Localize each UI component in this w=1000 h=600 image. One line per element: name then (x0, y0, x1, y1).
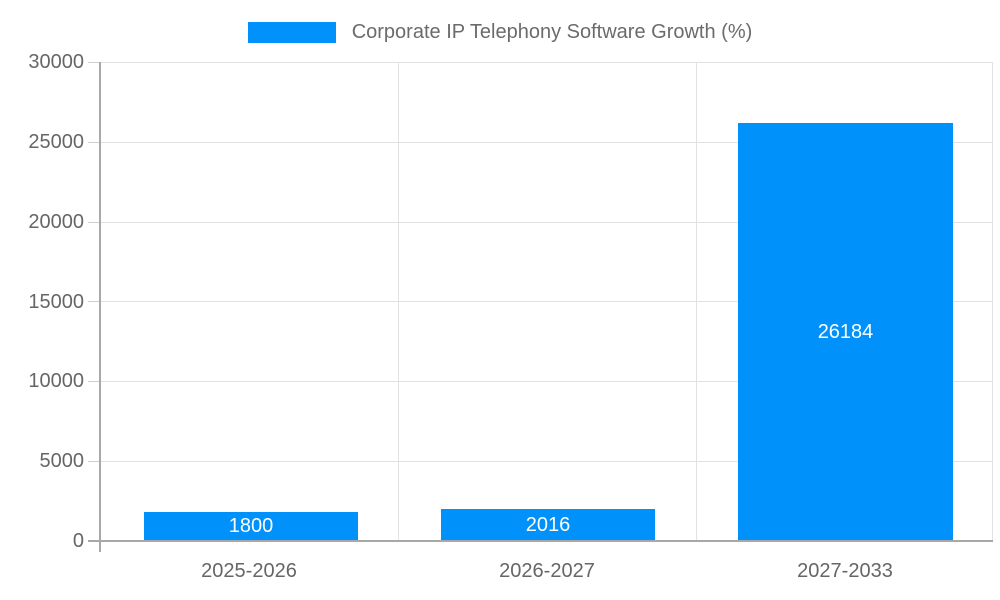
bar-value-label: 26184 (817, 321, 874, 343)
y-tick-label-5000: 5000 (39, 450, 85, 472)
plot-area: 1800 2016 26184 (100, 62, 993, 541)
legend-label: Corporate IP Telephony Software Growth (… (351, 21, 753, 43)
y-axis-labels: 30000 25000 20000 15000 10000 5000 0 (0, 0, 84, 600)
y-tick-mark-30000 (88, 62, 100, 63)
gridline-category-boundary-1 (398, 62, 399, 541)
bar-value-label: 2016 (525, 514, 571, 536)
y-tick-mark-20000 (88, 222, 100, 223)
gridline-25000 (100, 142, 993, 143)
y-tick-label-25000: 25000 (28, 131, 84, 153)
y-tick-mark-10000 (88, 381, 100, 382)
x-tick-label-2026-2027: 2026-2027 (499, 560, 595, 582)
y-tick-label-0: 0 (72, 530, 84, 552)
legend-item-corporate-ip-telephony[interactable]: Corporate IP Telephony Software Growth (… (247, 21, 753, 43)
y-tick-label-20000: 20000 (28, 211, 84, 233)
legend-color-swatch (247, 21, 336, 43)
gridline-10000 (100, 381, 993, 382)
gridline-20000 (100, 222, 993, 223)
bar-2025-2026[interactable]: 1800 (144, 512, 358, 541)
y-tick-label-30000: 30000 (28, 51, 84, 73)
bar-2027-2033[interactable]: 26184 (738, 123, 953, 541)
gridline-30000 (100, 62, 993, 63)
chart-legend: Corporate IP Telephony Software Growth (… (0, 12, 1000, 52)
gridline-15000 (100, 301, 993, 302)
x-tick-label-2025-2026: 2025-2026 (201, 560, 297, 582)
y-tick-label-15000: 15000 (28, 291, 84, 313)
y-tick-label-10000: 10000 (28, 370, 84, 392)
gridline-5000 (100, 461, 993, 462)
y-tick-mark-25000 (88, 142, 100, 143)
x-axis-line (88, 540, 993, 542)
x-tick-label-2027-2033: 2027-2033 (797, 560, 893, 582)
y-axis-line (99, 62, 101, 552)
bar-2026-2027[interactable]: 2016 (441, 509, 655, 541)
bar-value-label: 1800 (228, 515, 274, 537)
y-tick-mark-5000 (88, 461, 100, 462)
gridline-plot-right-edge (992, 62, 993, 541)
y-tick-mark-15000 (88, 301, 100, 302)
gridline-category-boundary-2 (696, 62, 697, 541)
